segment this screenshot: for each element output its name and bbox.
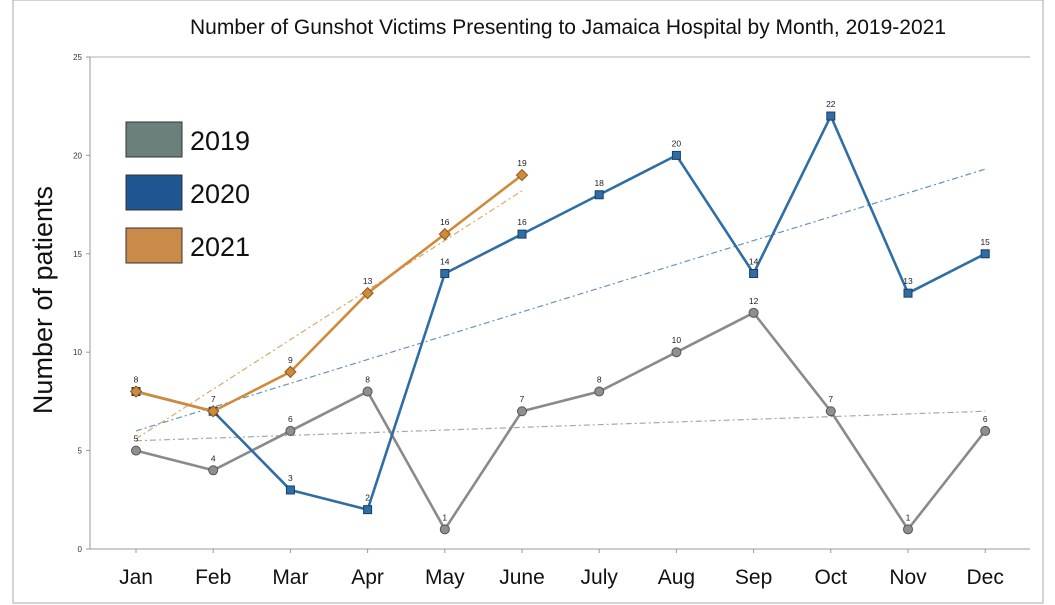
data-label: 7 (520, 394, 525, 404)
y-tick-label: 25 (73, 53, 82, 62)
series-line-2019 (135, 311, 987, 531)
legend-swatch-2019 (125, 121, 183, 158)
data-label: 2 (365, 493, 370, 503)
data-label: 14 (749, 256, 759, 266)
data-label: 18 (594, 178, 604, 188)
data-point (826, 111, 836, 121)
data-point (206, 405, 220, 418)
data-point (439, 524, 450, 535)
chart-title: Number of Gunshot Victims Presenting to … (190, 16, 946, 39)
data-label: 7 (211, 394, 216, 404)
data-label: 20 (672, 138, 682, 148)
legend-swatch-2021 (125, 227, 183, 264)
x-tick-label: July (581, 566, 619, 589)
data-point (749, 268, 759, 278)
legend-label-2019: 2019 (190, 126, 250, 156)
data-point (129, 385, 143, 398)
data-point (515, 168, 529, 182)
data-point (671, 150, 681, 160)
data-label: 1 (442, 512, 447, 522)
data-label: 12 (749, 296, 759, 306)
data-point (361, 286, 374, 300)
data-label: 16 (517, 217, 527, 227)
series-2020: 7 3 2 14 16 18 20 14 22 13 15 (131, 99, 990, 515)
data-point (903, 524, 913, 535)
data-point (980, 425, 991, 436)
series-line-2020 (135, 114, 986, 511)
data-label: 19 (517, 158, 527, 168)
data-label: 6 (288, 414, 293, 424)
data-point (208, 465, 219, 476)
legend-label-2021: 2021 (190, 232, 250, 262)
data-point (131, 445, 141, 456)
x-tick-label: June (499, 566, 545, 589)
legend-label-2020: 2020 (190, 179, 250, 209)
data-point (363, 505, 373, 515)
y-ticks: 0 5 10 15 20 25 (73, 53, 90, 554)
data-label: 8 (597, 375, 602, 385)
data-label: 9 (288, 355, 293, 365)
x-tick-label: Feb (195, 566, 231, 589)
trendline-2021 (135, 190, 523, 440)
series-2021: 8 9 13 16 19 (129, 158, 529, 418)
y-tick-label: 15 (73, 250, 82, 259)
data-point (440, 268, 450, 278)
x-tick-label: May (425, 566, 465, 589)
data-label: 7 (828, 394, 833, 404)
data-point (517, 406, 527, 417)
y-tick-label: 20 (73, 151, 82, 160)
legend-swatch-2020 (125, 174, 183, 211)
y-tick-label: 10 (73, 348, 82, 357)
data-label: 5 (134, 434, 139, 444)
data-point (285, 425, 296, 436)
data-point (825, 406, 836, 417)
data-point (594, 190, 604, 200)
data-point (362, 386, 373, 397)
x-tick-label: Sep (735, 566, 772, 589)
data-label: 13 (363, 276, 373, 286)
chart-border (12, 0, 1044, 604)
x-tick-label: Mar (272, 566, 308, 589)
trendline-2020 (135, 168, 986, 432)
data-point (284, 365, 297, 379)
x-tick-label: Apr (351, 566, 384, 589)
series-2019: 5 4 6 8 1 7 8 10 12 7 1 6 (131, 296, 991, 535)
data-point (285, 485, 295, 495)
x-ticks: Jan Feb Mar Apr May June July Aug Sep Oct Nov Dec (119, 549, 1004, 589)
data-label: 8 (365, 375, 370, 385)
data-label: 22 (826, 99, 836, 109)
data-point (671, 347, 682, 358)
data-label: 10 (672, 335, 682, 345)
legend: 2019 2020 2021 (125, 121, 250, 264)
data-label: 16 (440, 217, 450, 227)
trendline-2019 (135, 410, 986, 442)
data-label: 3 (288, 473, 293, 483)
series-line-2021 (135, 174, 523, 413)
x-tick-label: Aug (658, 566, 695, 589)
data-label: 4 (211, 453, 216, 463)
data-point (980, 249, 990, 259)
data-point (438, 227, 452, 241)
x-tick-label: Nov (889, 566, 927, 589)
data-label: 6 (983, 414, 988, 424)
data-label: 14 (440, 256, 450, 266)
data-point (517, 229, 527, 239)
series-group: 5468178101271673214161820142213158913161… (129, 99, 991, 535)
data-label: 13 (903, 276, 913, 286)
data-point (903, 288, 913, 298)
y-tick-label: 0 (78, 545, 83, 554)
data-label: 8 (134, 375, 139, 385)
y-axis-label: Number of patients (28, 186, 58, 414)
x-tick-label: Oct (814, 566, 847, 589)
trendlines (135, 168, 986, 442)
data-label: 15 (980, 237, 990, 247)
y-tick-label: 5 (78, 447, 83, 456)
x-tick-label: Jan (119, 566, 153, 589)
data-label: 1 (906, 512, 911, 522)
data-point (748, 307, 759, 318)
data-point (594, 386, 605, 397)
x-tick-label: Dec (967, 566, 1004, 589)
